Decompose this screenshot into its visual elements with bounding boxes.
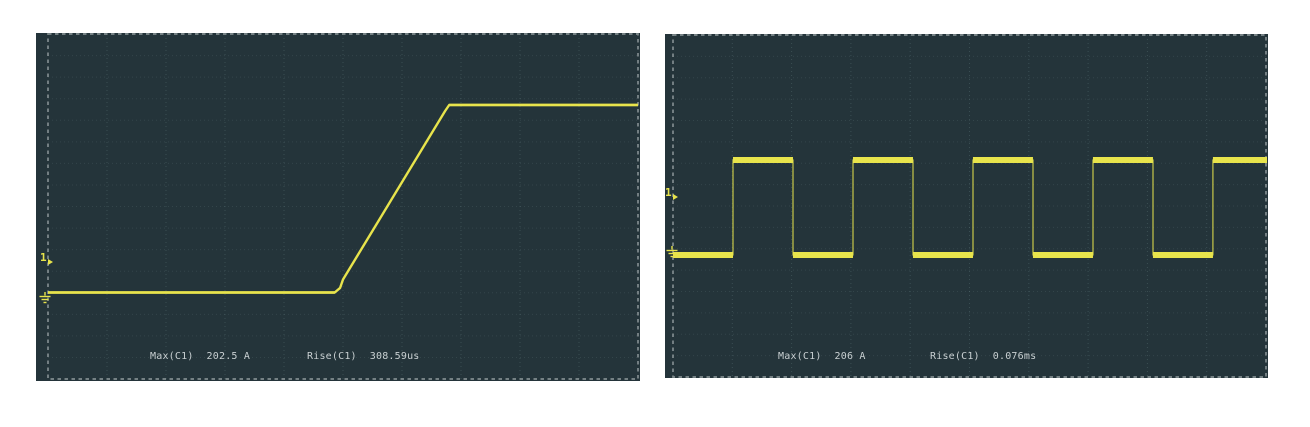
- waveform-plot: [672, 34, 1267, 378]
- channel-1-marker: 1: [665, 187, 681, 201]
- waveform-plot: [47, 33, 639, 380]
- channel-1-marker: 1: [40, 252, 56, 266]
- measurement-max: Max(C1) 202.5 A: [150, 351, 250, 363]
- measurement-max-label: Max(C1): [778, 351, 822, 362]
- measurement-max-label: Max(C1): [150, 351, 194, 362]
- measurement-rise-value: 0.076ms: [992, 351, 1037, 362]
- measurement-rise-label: Rise(C1): [930, 351, 980, 362]
- measurement-max-value: 202.5 A: [206, 351, 251, 362]
- measurement-rise-value: 308.59us: [369, 351, 420, 362]
- channel-1-label: 1: [40, 251, 47, 264]
- measurement-max-value: 206 A: [834, 351, 866, 362]
- ground-reference-icon: [666, 246, 678, 258]
- measurement-rise-label: Rise(C1): [307, 351, 357, 362]
- oscilloscope-capture-ramp: 1 Max(C1) 202.5 A Rise(C1) 308.59us: [36, 33, 640, 381]
- channel-level-arrow-icon: [48, 259, 53, 265]
- measurement-rise: Rise(C1) 0.076ms: [930, 351, 1036, 363]
- measurement-max: Max(C1) 206 A: [778, 351, 866, 363]
- ground-reference-icon: [39, 292, 51, 304]
- channel-level-arrow-icon: [673, 194, 678, 200]
- oscilloscope-capture-square-wave: 1 Max(C1) 206 A Rise(C1) 0.076ms: [665, 34, 1268, 378]
- channel-1-label: 1: [665, 186, 672, 199]
- measurement-rise: Rise(C1) 308.59us: [307, 351, 420, 363]
